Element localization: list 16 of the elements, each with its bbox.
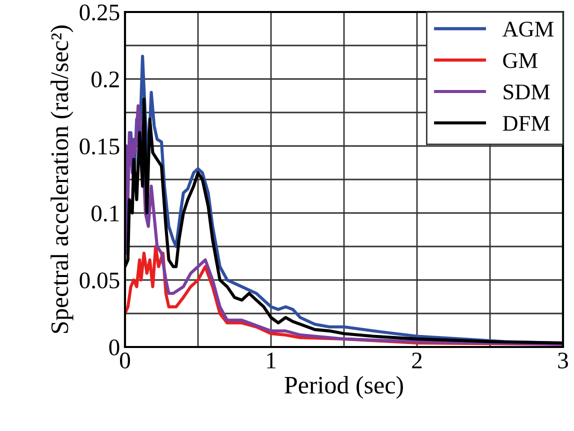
y-axis-title: Spectral acceleration (rad/sec²)	[50, 26, 74, 333]
y-tick-label: 0.05	[80, 272, 120, 289]
y-tick-label: 0.25	[80, 4, 120, 21]
legend-label: AGM	[502, 22, 554, 37]
legend-label: DFM	[502, 116, 550, 131]
x-tick-label: 2	[412, 352, 422, 368]
y-tick-label: 0.1	[92, 205, 119, 222]
x-tick-label: 1	[267, 352, 276, 368]
y-tick-label: 0.2	[92, 71, 119, 88]
x-tick-label: 0	[120, 352, 130, 368]
y-tick-label: 0	[109, 339, 120, 356]
legend-label: GM	[503, 53, 538, 68]
x-axis-title: Period (sec)	[284, 376, 403, 399]
x-tick-label: 3	[558, 352, 568, 368]
legend-label: SDM	[504, 84, 550, 100]
y-tick-label: 0.15	[80, 138, 120, 155]
